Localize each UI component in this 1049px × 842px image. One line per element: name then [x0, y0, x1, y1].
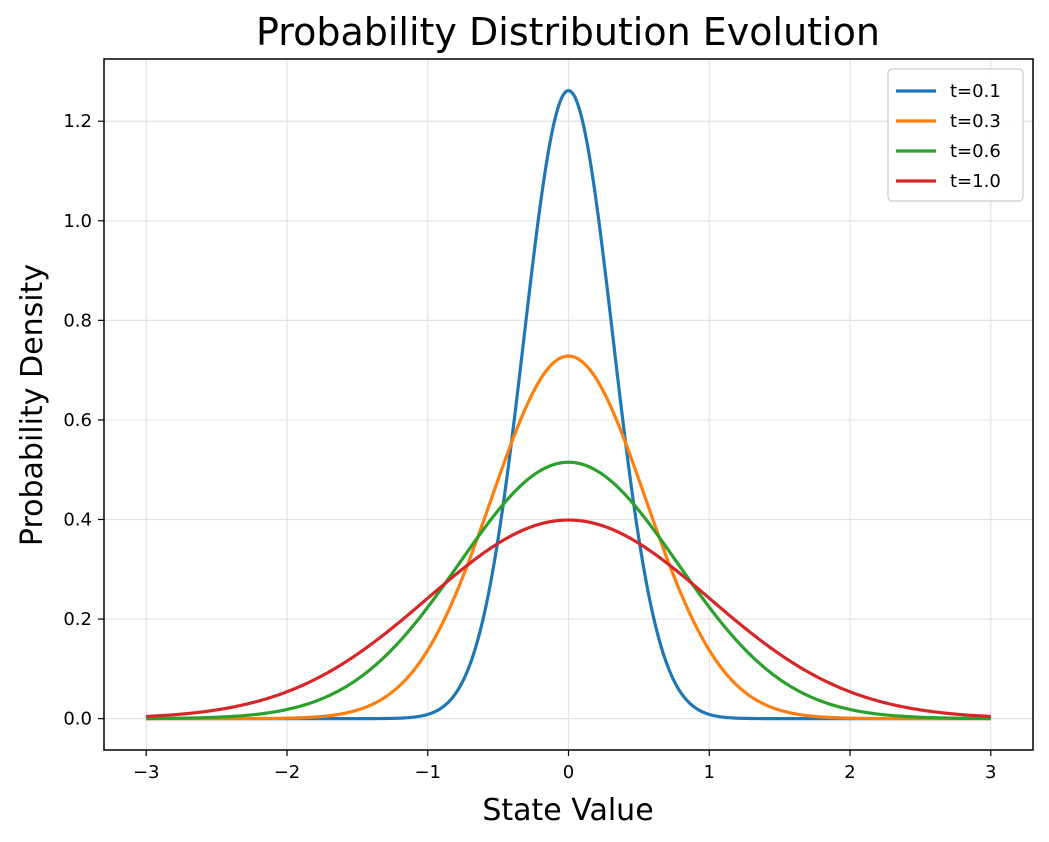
- x-tick-label: 2: [844, 762, 855, 783]
- y-tick-label: 1.0: [63, 211, 92, 232]
- x-tick-label: 3: [985, 762, 996, 783]
- series-layer: [146, 88, 991, 721]
- legend-label: t=1.0: [950, 171, 1001, 192]
- legend-label: t=0.1: [950, 81, 1001, 102]
- x-tick-label: −1: [414, 762, 441, 783]
- y-tick-label: 0.0: [63, 709, 92, 730]
- y-tick-label: 1.2: [63, 111, 92, 132]
- ticks: −3 −2 −1 0 1 2 3 0.0 0.2 0.4 0.6 0.8 1.0 1.2: [63, 111, 996, 783]
- y-tick-label: 0.4: [63, 510, 92, 531]
- x-tick-label: 0: [563, 762, 574, 783]
- y-tick-label: 0.8: [63, 310, 92, 331]
- x-axis-label: State Value: [482, 793, 653, 828]
- legend: t=0.1 t=0.3 t=0.6 t=1.0: [887, 68, 1024, 202]
- legend-label: t=0.6: [950, 141, 1001, 162]
- y-axis-label: Probability Density: [15, 264, 50, 546]
- x-tick-label: −2: [274, 762, 301, 783]
- series-line-t-0-6: [146, 460, 991, 721]
- legend-box: [887, 68, 1024, 202]
- x-tick-label: −3: [133, 762, 160, 783]
- chart-title: Probability Distribution Evolution: [256, 10, 880, 54]
- x-tick-label: 1: [704, 762, 715, 783]
- series-line-t-0-3: [146, 354, 991, 721]
- legend-label: t=0.3: [950, 111, 1001, 132]
- y-tick-label: 0.6: [63, 410, 92, 431]
- y-tick-label: 0.2: [63, 609, 92, 630]
- series-line-t-1-0: [146, 518, 991, 719]
